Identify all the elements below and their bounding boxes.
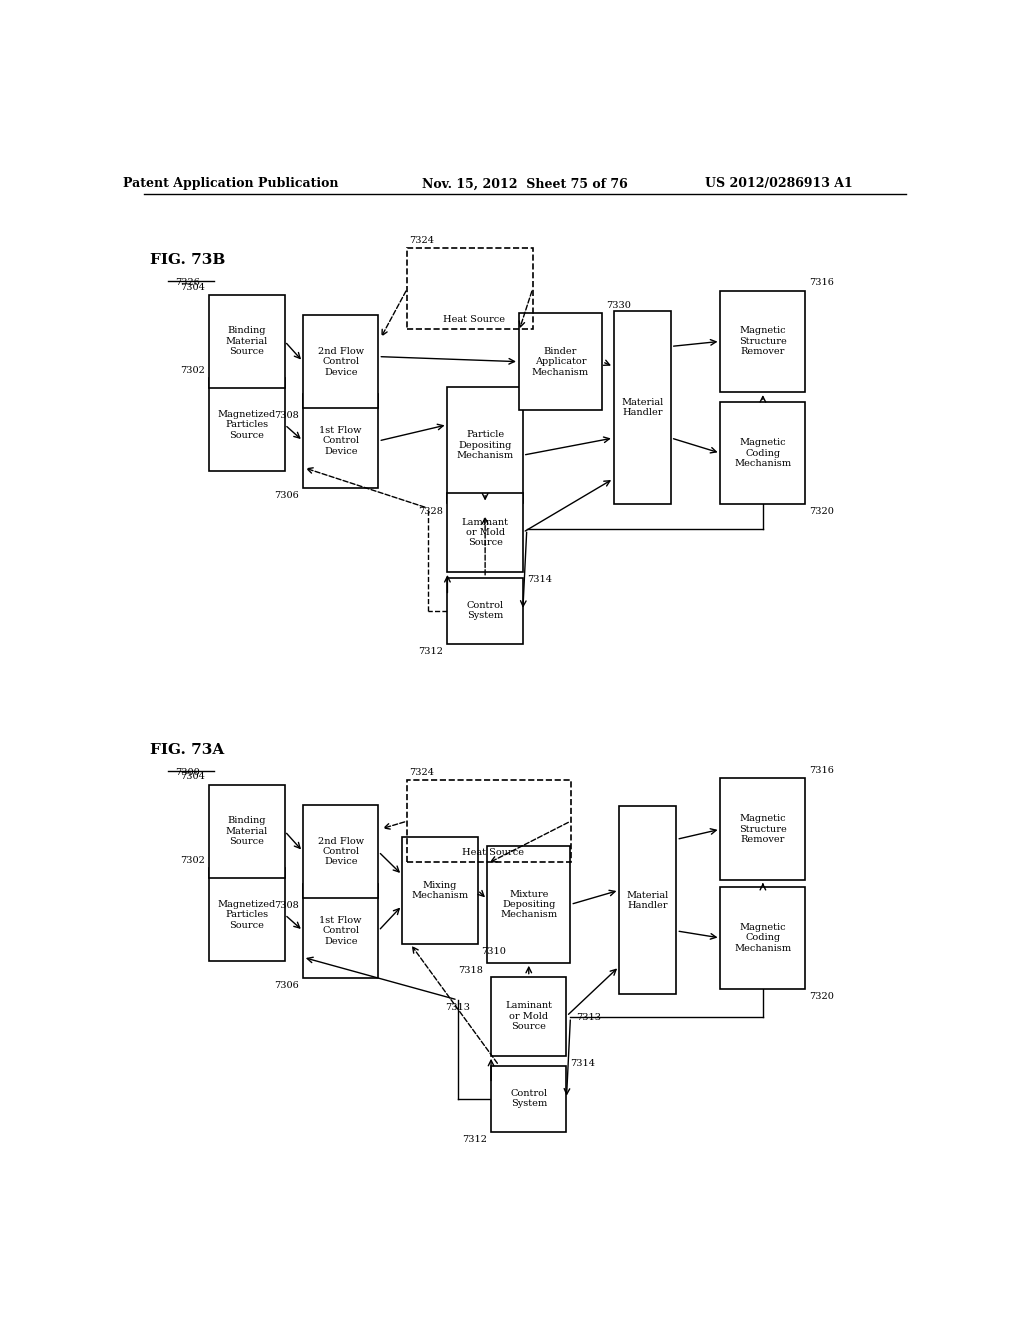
FancyBboxPatch shape (303, 395, 379, 487)
Text: Mixture
Depositing
Mechanism: Mixture Depositing Mechanism (500, 890, 557, 919)
FancyBboxPatch shape (447, 387, 523, 503)
FancyBboxPatch shape (492, 977, 566, 1056)
Text: Particle
Depositing
Mechanism: Particle Depositing Mechanism (457, 430, 514, 459)
Text: Magnetic
Structure
Remover: Magnetic Structure Remover (739, 326, 786, 356)
Text: Material
Handler: Material Handler (622, 397, 664, 417)
Text: Laminant
or Mold
Source: Laminant or Mold Source (505, 1002, 552, 1031)
FancyBboxPatch shape (209, 294, 285, 388)
FancyBboxPatch shape (447, 492, 523, 572)
FancyBboxPatch shape (721, 403, 805, 504)
Bar (408, 780, 570, 862)
Text: 7316: 7316 (809, 279, 835, 288)
Text: 7304: 7304 (180, 282, 206, 292)
Text: Heat Source: Heat Source (443, 315, 505, 325)
Text: US 2012/0286913 A1: US 2012/0286913 A1 (705, 177, 853, 190)
Text: 7324: 7324 (409, 236, 434, 244)
Text: Binder
Applicator
Mechanism: Binder Applicator Mechanism (531, 347, 589, 376)
Text: Material
Handler: Material Handler (627, 891, 669, 909)
FancyBboxPatch shape (402, 837, 477, 944)
Bar (408, 248, 532, 329)
FancyBboxPatch shape (519, 313, 602, 411)
FancyBboxPatch shape (721, 887, 805, 989)
Text: Magnetic
Structure
Remover: Magnetic Structure Remover (739, 814, 786, 843)
FancyBboxPatch shape (487, 846, 570, 962)
FancyBboxPatch shape (303, 805, 379, 899)
FancyBboxPatch shape (303, 315, 379, 408)
Text: 7330: 7330 (606, 301, 631, 310)
Text: 7314: 7314 (526, 576, 552, 585)
Text: Heat Source: Heat Source (462, 847, 524, 857)
Text: Control
System: Control System (510, 1089, 548, 1109)
Text: 2nd Flow
Control
Device: 2nd Flow Control Device (317, 837, 364, 866)
FancyBboxPatch shape (492, 1065, 566, 1131)
Text: 7320: 7320 (809, 507, 835, 516)
Text: 1st Flow
Control
Device: 1st Flow Control Device (319, 916, 361, 945)
Text: 7313: 7313 (575, 1012, 601, 1022)
Text: Binding
Material
Source: Binding Material Source (226, 326, 268, 356)
Text: Nov. 15, 2012  Sheet 75 of 76: Nov. 15, 2012 Sheet 75 of 76 (422, 177, 628, 190)
FancyBboxPatch shape (721, 290, 805, 392)
Text: 7306: 7306 (274, 491, 299, 500)
Text: 2nd Flow
Control
Device: 2nd Flow Control Device (317, 347, 364, 376)
Text: 7308: 7308 (274, 412, 299, 421)
Text: 7312: 7312 (419, 647, 443, 656)
Text: Binding
Material
Source: Binding Material Source (226, 816, 268, 846)
Text: FIG. 73A: FIG. 73A (151, 743, 224, 756)
Text: 7316: 7316 (809, 767, 835, 775)
Text: Magnetic
Coding
Mechanism: Magnetic Coding Mechanism (734, 923, 792, 953)
Text: 7324: 7324 (409, 768, 434, 777)
FancyBboxPatch shape (721, 779, 805, 880)
Text: 1st Flow
Control
Device: 1st Flow Control Device (319, 426, 361, 455)
Text: Magnetized
Particles
Source: Magnetized Particles Source (218, 409, 276, 440)
Text: 7312: 7312 (462, 1135, 487, 1143)
Text: Control
System: Control System (467, 601, 504, 620)
Text: 7318: 7318 (459, 966, 483, 975)
Text: 7302: 7302 (180, 855, 206, 865)
FancyBboxPatch shape (613, 312, 671, 504)
FancyBboxPatch shape (303, 884, 379, 978)
Text: Mixing
Mechanism: Mixing Mechanism (412, 880, 468, 900)
FancyBboxPatch shape (209, 867, 285, 961)
Text: Magnetized
Particles
Source: Magnetized Particles Source (218, 900, 276, 929)
Text: 7308: 7308 (274, 902, 299, 911)
Text: 7326: 7326 (175, 279, 200, 288)
Text: 7320: 7320 (809, 991, 835, 1001)
Text: 7328: 7328 (419, 507, 443, 516)
FancyBboxPatch shape (447, 578, 523, 644)
Text: 7302: 7302 (180, 366, 206, 375)
Text: FIG. 73B: FIG. 73B (150, 253, 225, 267)
Text: 7304: 7304 (180, 772, 206, 781)
Text: 7306: 7306 (274, 981, 299, 990)
Text: Magnetic
Coding
Mechanism: Magnetic Coding Mechanism (734, 438, 792, 469)
FancyBboxPatch shape (209, 378, 285, 471)
Text: 7314: 7314 (570, 1059, 595, 1068)
FancyBboxPatch shape (620, 807, 677, 994)
FancyBboxPatch shape (209, 784, 285, 878)
Text: Patent Application Publication: Patent Application Publication (124, 177, 339, 190)
Text: 7310: 7310 (481, 946, 507, 956)
Text: 7300: 7300 (175, 768, 200, 777)
Text: 7313: 7313 (445, 1003, 470, 1012)
Text: Laminant
or Mold
Source: Laminant or Mold Source (462, 517, 509, 548)
